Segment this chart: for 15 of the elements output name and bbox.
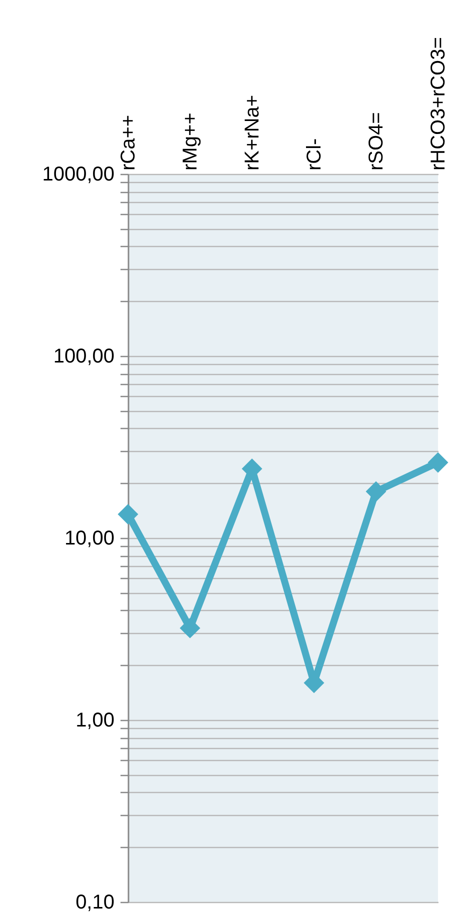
point <box>118 504 138 525</box>
point <box>180 618 200 638</box>
y-tick-label: 0,10 <box>76 892 114 914</box>
x-tick-label: rK+rNa+ <box>242 94 264 170</box>
point <box>428 452 448 473</box>
x-tick-label: rCl- <box>304 138 326 170</box>
y-tick-label: 10,00 <box>64 528 114 550</box>
x-tick-label: rCa++ <box>118 114 140 170</box>
y-tick-label: 1000,00 <box>42 164 114 186</box>
x-tick-label: rMg++ <box>180 112 202 170</box>
x-tick-label: rSO4= <box>366 112 388 170</box>
x-tick-label: rHCO3+rCO3= <box>428 37 450 170</box>
y-tick-label: 1,00 <box>76 710 114 732</box>
point <box>366 481 386 502</box>
y-tick-label: 100,00 <box>53 346 114 368</box>
